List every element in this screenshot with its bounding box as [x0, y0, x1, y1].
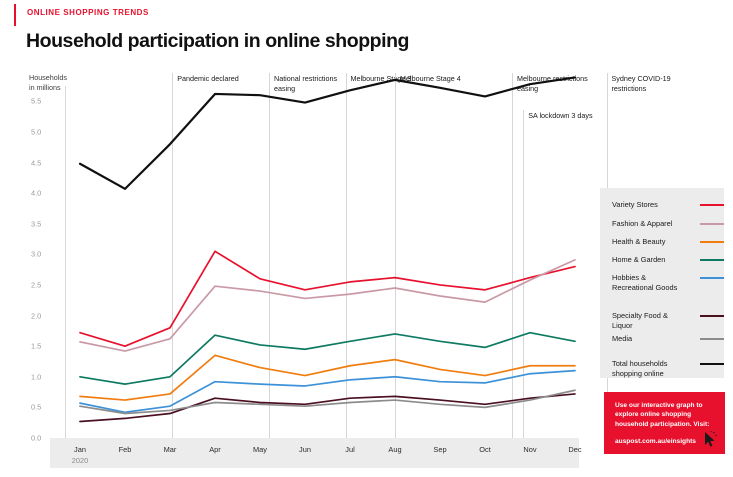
- series-line: [79, 354, 576, 401]
- cursor-arrow-icon: [705, 431, 717, 447]
- x-tick-label: Sep: [433, 445, 447, 454]
- y-tick-label: 2.5: [31, 280, 42, 290]
- y-axis-line: [65, 86, 66, 438]
- y-tick-label: 4.5: [31, 158, 42, 168]
- series-line: [79, 250, 576, 348]
- series-lines: [78, 76, 577, 423]
- cta-url[interactable]: auspost.com.au/einsights: [615, 438, 696, 445]
- legend-item[interactable]: Total households shopping online: [612, 359, 724, 379]
- event-marker-label: National restrictions easing: [274, 74, 338, 93]
- y-axis-ticks: 0.0 0.5 1.0 1.5 2.0 2.5 3.0 3.5 4.0 4.5 5.0 5.5: [27, 86, 65, 443]
- legend-item-label: Hobbies & Recreational Goods: [612, 273, 678, 293]
- x-tick-label: Apr: [209, 445, 221, 454]
- series-line: [78, 76, 577, 190]
- x-axis-year-label: 2020: [71, 456, 89, 465]
- x-tick-label: Nov: [523, 445, 537, 454]
- legend-color-swatch: [700, 223, 724, 225]
- legend-panel: [600, 188, 724, 378]
- series-line: [79, 369, 576, 414]
- event-marker-line: [395, 73, 396, 438]
- x-tick-label: May: [253, 445, 267, 454]
- x-tick-label: Jun: [299, 445, 311, 454]
- y-tick-label: 5.0: [31, 127, 42, 137]
- legend-item[interactable]: Variety Stores: [612, 200, 724, 210]
- legend-color-swatch: [700, 338, 724, 340]
- x-tick-label: Aug: [388, 445, 402, 454]
- x-tick-label: Jan: [74, 445, 86, 454]
- legend-color-swatch: [700, 204, 724, 206]
- legend-item-label: Variety Stores: [612, 200, 658, 209]
- y-axis-caption: Households in millions: [29, 73, 67, 92]
- series-line: [79, 393, 576, 423]
- eyebrow-label: ONLINE SHOPPING TRENDS: [27, 8, 149, 17]
- x-tick-label: Jul: [345, 445, 355, 454]
- x-tick-label: Oct: [479, 445, 491, 454]
- legend-item-label: Health & Beauty: [612, 237, 666, 246]
- event-marker-line: [269, 73, 270, 438]
- y-tick-label: 5.5: [31, 96, 42, 106]
- event-marker-label: Melbourne Stage 4: [400, 74, 461, 83]
- legend-item[interactable]: Health & Beauty: [612, 237, 724, 247]
- event-marker-line: [345, 73, 347, 438]
- series-line: [79, 389, 576, 415]
- page-title: Household participation in online shoppi…: [26, 30, 410, 52]
- x-tick-label: Dec: [568, 445, 582, 454]
- x-tick-label: Feb: [118, 445, 132, 454]
- y-tick-label: 4.0: [31, 188, 42, 198]
- event-marker-label: Sydney COVID-19 restrictions: [611, 74, 671, 93]
- legend-item-label: Specialty Food & Liquor: [612, 311, 668, 331]
- legend-color-swatch: [700, 315, 724, 317]
- cta-box[interactable]: Use our interactive graph to explore onl…: [604, 392, 725, 454]
- legend-item-label: Media: [612, 334, 633, 343]
- legend-item[interactable]: Specialty Food & Liquor: [612, 311, 724, 331]
- legend-item-label: Total households shopping online: [612, 359, 668, 379]
- series-line: [79, 331, 576, 385]
- event-marker-label: Melbourne restrictions easing: [517, 74, 588, 93]
- y-tick-label: 0.0: [31, 433, 42, 443]
- event-marker-label: SA lockdown 3 days: [528, 111, 593, 120]
- plot-area: [66, 76, 579, 438]
- y-tick-label: 0.5: [31, 402, 42, 412]
- legend-item[interactable]: Fashion & Apparel: [612, 219, 724, 229]
- x-axis-band: [50, 438, 579, 468]
- y-tick-label: 1.5: [31, 341, 42, 351]
- legend-color-swatch: [700, 277, 724, 279]
- legend-item-label: Home & Garden: [612, 255, 666, 264]
- legend-item[interactable]: Hobbies & Recreational Goods: [612, 273, 724, 293]
- y-tick-label: 2.0: [31, 311, 42, 321]
- x-tick-label: Mar: [163, 445, 177, 454]
- event-marker-line: [172, 73, 174, 438]
- legend-item[interactable]: Home & Garden: [612, 255, 724, 265]
- y-tick-label: 1.0: [31, 372, 42, 382]
- event-marker-line: [523, 110, 525, 438]
- y-tick-label: 3.5: [31, 219, 42, 229]
- event-marker-line: [512, 73, 513, 438]
- y-tick-label: 3.0: [31, 249, 42, 259]
- event-marker-label: Pandemic declared: [177, 74, 239, 83]
- legend-color-swatch: [700, 241, 724, 243]
- accent-bar: [14, 4, 16, 26]
- legend-item[interactable]: Media: [612, 334, 724, 344]
- legend-color-swatch: [700, 259, 724, 261]
- event-marker-label: Melbourne Stage 3: [350, 74, 412, 83]
- series-line: [79, 259, 576, 352]
- legend-item-label: Fashion & Apparel: [612, 219, 673, 228]
- legend-color-swatch: [700, 363, 724, 366]
- cta-text: Use our interactive graph to explore onl…: [615, 402, 710, 428]
